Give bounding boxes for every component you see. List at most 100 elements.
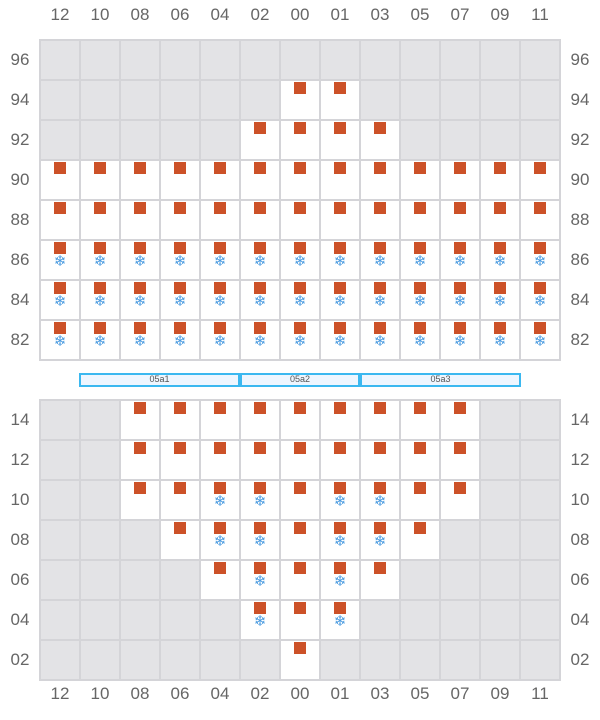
slot-cell[interactable]: ❄ <box>281 281 321 321</box>
slot-cell[interactable] <box>521 201 561 241</box>
slot-cell[interactable]: ❄ <box>321 281 361 321</box>
slot-cell[interactable] <box>281 561 321 601</box>
slot-cell[interactable] <box>121 401 161 441</box>
slot-cell[interactable]: ❄ <box>201 321 241 361</box>
slot-cell[interactable] <box>201 401 241 441</box>
slot-cell[interactable] <box>361 441 401 481</box>
slot-cell[interactable] <box>161 201 201 241</box>
slot-cell[interactable]: ❄ <box>481 241 521 281</box>
slot-cell[interactable]: ❄ <box>121 241 161 281</box>
slot-cell[interactable] <box>201 161 241 201</box>
slot-cell[interactable]: ❄ <box>161 281 201 321</box>
slot-cell[interactable] <box>401 161 441 201</box>
slot-cell[interactable] <box>201 561 241 601</box>
slot-cell[interactable] <box>281 521 321 561</box>
slot-cell[interactable]: ❄ <box>281 241 321 281</box>
slot-cell[interactable] <box>161 481 201 521</box>
slot-cell[interactable]: ❄ <box>241 601 281 641</box>
segment-05a2[interactable]: 05a2 <box>240 373 360 387</box>
slot-cell[interactable]: ❄ <box>441 241 481 281</box>
slot-cell[interactable] <box>481 161 521 201</box>
slot-cell[interactable]: ❄ <box>241 481 281 521</box>
slot-cell[interactable] <box>121 161 161 201</box>
slot-cell[interactable] <box>281 81 321 121</box>
slot-cell[interactable] <box>121 481 161 521</box>
slot-cell[interactable] <box>281 641 321 681</box>
slot-cell[interactable]: ❄ <box>361 481 401 521</box>
slot-cell[interactable]: ❄ <box>441 321 481 361</box>
slot-cell[interactable] <box>401 401 441 441</box>
slot-cell[interactable]: ❄ <box>321 321 361 361</box>
slot-cell[interactable]: ❄ <box>201 241 241 281</box>
slot-cell[interactable]: ❄ <box>321 601 361 641</box>
slot-cell[interactable] <box>401 441 441 481</box>
slot-cell[interactable]: ❄ <box>41 241 81 281</box>
slot-cell[interactable] <box>281 201 321 241</box>
slot-cell[interactable] <box>481 201 521 241</box>
slot-cell[interactable] <box>241 401 281 441</box>
slot-cell[interactable]: ❄ <box>401 241 441 281</box>
slot-cell[interactable]: ❄ <box>241 321 281 361</box>
slot-cell[interactable] <box>241 161 281 201</box>
slot-cell[interactable]: ❄ <box>121 321 161 361</box>
slot-cell[interactable] <box>281 401 321 441</box>
slot-cell[interactable]: ❄ <box>201 481 241 521</box>
slot-cell[interactable]: ❄ <box>81 321 121 361</box>
slot-cell[interactable] <box>401 201 441 241</box>
slot-cell[interactable] <box>41 201 81 241</box>
slot-cell[interactable] <box>281 161 321 201</box>
slot-cell[interactable]: ❄ <box>81 241 121 281</box>
slot-cell[interactable]: ❄ <box>481 321 521 361</box>
slot-cell[interactable] <box>241 441 281 481</box>
slot-cell[interactable]: ❄ <box>321 241 361 281</box>
slot-cell[interactable] <box>321 441 361 481</box>
slot-cell[interactable] <box>161 161 201 201</box>
slot-cell[interactable] <box>161 521 201 561</box>
slot-cell[interactable] <box>321 121 361 161</box>
slot-cell[interactable]: ❄ <box>481 281 521 321</box>
slot-cell[interactable] <box>281 121 321 161</box>
slot-cell[interactable] <box>121 441 161 481</box>
slot-cell[interactable] <box>361 561 401 601</box>
slot-cell[interactable] <box>161 441 201 481</box>
segment-05a1[interactable]: 05a1 <box>79 373 240 387</box>
slot-cell[interactable] <box>361 401 401 441</box>
slot-cell[interactable]: ❄ <box>441 281 481 321</box>
slot-cell[interactable] <box>81 161 121 201</box>
slot-cell[interactable] <box>81 201 121 241</box>
slot-cell[interactable]: ❄ <box>41 321 81 361</box>
slot-cell[interactable]: ❄ <box>521 321 561 361</box>
slot-cell[interactable]: ❄ <box>521 241 561 281</box>
slot-cell[interactable]: ❄ <box>241 281 281 321</box>
slot-cell[interactable]: ❄ <box>241 241 281 281</box>
slot-cell[interactable] <box>441 481 481 521</box>
slot-cell[interactable] <box>241 121 281 161</box>
slot-cell[interactable]: ❄ <box>521 281 561 321</box>
slot-cell[interactable]: ❄ <box>121 281 161 321</box>
segment-05a3[interactable]: 05a3 <box>360 373 521 387</box>
slot-cell[interactable]: ❄ <box>361 321 401 361</box>
slot-cell[interactable]: ❄ <box>161 321 201 361</box>
slot-cell[interactable] <box>441 441 481 481</box>
slot-cell[interactable] <box>321 401 361 441</box>
slot-cell[interactable]: ❄ <box>241 521 281 561</box>
slot-cell[interactable] <box>441 161 481 201</box>
slot-cell[interactable]: ❄ <box>401 321 441 361</box>
slot-cell[interactable] <box>321 81 361 121</box>
slot-cell[interactable] <box>361 161 401 201</box>
slot-cell[interactable] <box>521 161 561 201</box>
slot-cell[interactable] <box>401 521 441 561</box>
slot-cell[interactable]: ❄ <box>321 561 361 601</box>
slot-cell[interactable] <box>281 481 321 521</box>
slot-cell[interactable] <box>161 401 201 441</box>
slot-cell[interactable]: ❄ <box>281 321 321 361</box>
slot-cell[interactable]: ❄ <box>81 281 121 321</box>
slot-cell[interactable] <box>441 201 481 241</box>
slot-cell[interactable]: ❄ <box>241 561 281 601</box>
slot-cell[interactable] <box>281 441 321 481</box>
slot-cell[interactable] <box>401 481 441 521</box>
slot-cell[interactable] <box>321 201 361 241</box>
slot-cell[interactable]: ❄ <box>361 241 401 281</box>
slot-cell[interactable] <box>121 201 161 241</box>
slot-cell[interactable] <box>201 441 241 481</box>
